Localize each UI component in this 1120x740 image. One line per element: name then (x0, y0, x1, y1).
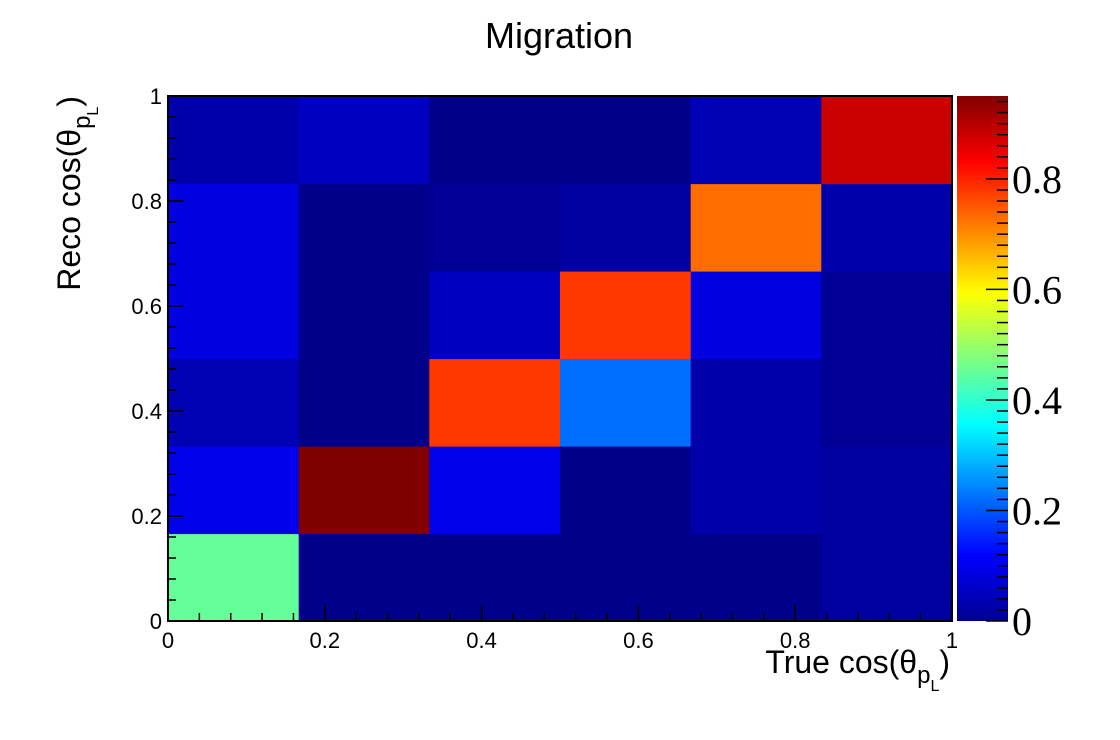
heatmap-cell (298, 446, 430, 535)
heatmap-cell (690, 96, 822, 185)
heatmap-cell (821, 358, 953, 447)
colorbar-tick-label: 0.2 (1012, 488, 1062, 533)
heatmap-cell (560, 96, 692, 185)
heatmap-cell (429, 183, 561, 272)
y-axis-label-subsub: L (85, 107, 102, 116)
heatmap-cell (560, 270, 692, 360)
y-tick-label: 0.4 (131, 399, 162, 424)
colorbar-ticks: 0 0.2 0.4 0.6 0.8 (986, 100, 1062, 644)
heatmap-cell (560, 183, 692, 272)
heatmap-cell (690, 533, 822, 622)
heatmap-cell (298, 358, 430, 447)
heatmap-cell (821, 446, 953, 535)
x-axis-label-subsub: L (930, 678, 939, 695)
heatmap-cell (429, 358, 561, 447)
y-axis-label: Reco cos(θpL) (51, 96, 102, 291)
y-tick-label: 1 (150, 84, 162, 109)
x-tick-label: 0.4 (466, 628, 497, 653)
heatmap-cell (298, 96, 430, 185)
y-tick-label: 0.2 (131, 504, 162, 529)
x-axis-ticks: 0 0.2 0.4 0.6 0.8 1 (162, 605, 958, 653)
heatmap-cell (298, 183, 430, 272)
x-tick-label: 1 (946, 628, 958, 653)
x-axis-label-sub: p (917, 662, 930, 689)
heatmap-cell (690, 270, 822, 360)
y-axis-label-close: ) (51, 96, 87, 107)
heatmap-cell (690, 183, 822, 272)
heatmap-cell (168, 96, 300, 185)
colorbar (957, 96, 1008, 621)
colorbar-tick-label: 0.8 (1012, 157, 1062, 202)
colorbar-tick-label: 0.4 (1012, 378, 1062, 423)
x-axis-label-main: True cos(θ (765, 644, 917, 680)
x-tick-label: 0.8 (780, 628, 811, 653)
x-tick-label: 0 (162, 628, 174, 653)
heatmap-cell (821, 533, 953, 622)
heatmap-cell (429, 533, 561, 622)
chart-title: Migration (485, 15, 633, 56)
heatmap-cell (821, 270, 953, 360)
y-axis-label-sub: p (69, 116, 96, 129)
heatmap-cell (168, 446, 300, 535)
heatmap-cell (690, 446, 822, 535)
heatmap-cell (560, 446, 692, 535)
x-tick-label: 0.2 (310, 628, 341, 653)
x-axis-label: True cos(θpL) (765, 644, 950, 695)
heatmap-cell (821, 96, 953, 185)
heatmap-cell (429, 96, 561, 185)
x-axis-label-close: ) (939, 644, 950, 680)
heatmap-cells (168, 96, 953, 622)
y-axis-label-main: Reco cos(θ (51, 129, 87, 291)
y-tick-label: 0.8 (131, 189, 162, 214)
heatmap-cell (560, 358, 692, 447)
heatmap-cell (560, 533, 692, 622)
x-tick-label: 0.6 (623, 628, 654, 653)
heatmap-cell (690, 358, 822, 447)
heatmap-cell (168, 358, 300, 447)
heatmap-cell (429, 446, 561, 535)
svg-text:Reco cos(θpL): Reco cos(θpL) (51, 96, 102, 291)
y-tick-label: 0.6 (131, 294, 162, 319)
y-axis-ticks: 0 0.2 0.4 0.6 0.8 1 (131, 84, 184, 634)
colorbar-tick-label: 0 (1012, 599, 1032, 644)
heatmap-cell (298, 270, 430, 360)
svg-text:True cos(θpL): True cos(θpL) (765, 644, 950, 695)
y-tick-label: 0 (150, 609, 162, 634)
heatmap-cell (429, 270, 561, 360)
colorbar-tick-label: 0.6 (1012, 267, 1062, 312)
heatmap-cell (168, 533, 300, 622)
heatmap-cell (821, 183, 953, 272)
heatmap-cell (298, 533, 430, 622)
heatmap-cell (168, 183, 300, 272)
heatmap-cell (168, 270, 300, 360)
